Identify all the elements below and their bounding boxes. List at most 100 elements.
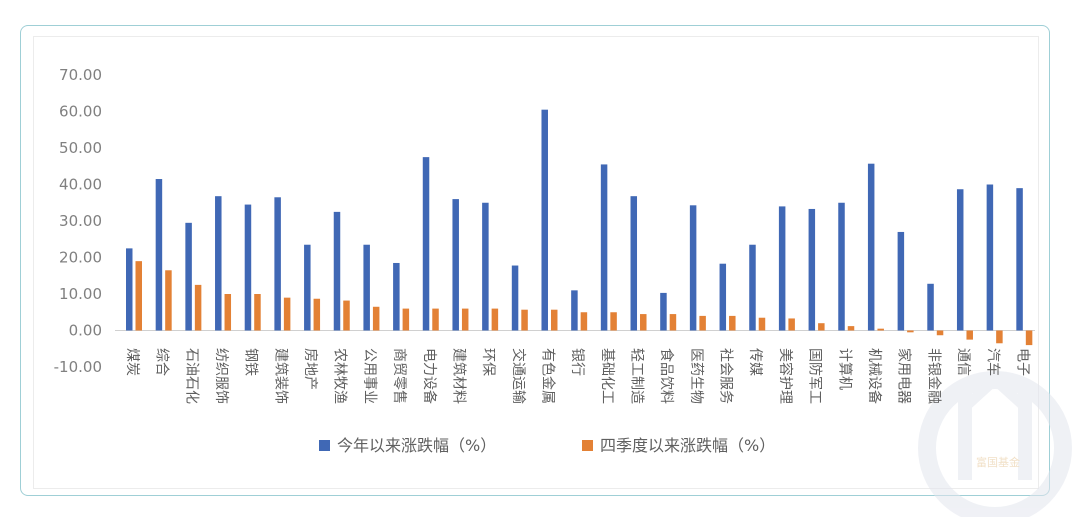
bar-q4-13 <box>521 309 528 331</box>
bar-q4-29 <box>996 330 1003 344</box>
bar-q4-11 <box>461 308 469 331</box>
category-label: 银行 <box>569 348 585 376</box>
bar-q4-2 <box>194 284 202 331</box>
category-label: 交通运输 <box>510 348 527 404</box>
bar-ytd-23 <box>808 208 816 331</box>
bar-q4-28 <box>966 330 973 340</box>
category-label: 食品饮料 <box>658 348 675 404</box>
bar-q4-24 <box>847 326 855 331</box>
bar-ytd-1 <box>155 179 163 331</box>
bar-q4-10 <box>432 308 439 331</box>
bar-q4-22 <box>788 318 795 331</box>
y-tick-label: -10.00 <box>54 358 102 376</box>
bar-q4-12 <box>491 308 499 331</box>
category-label: 电力设备 <box>421 348 438 404</box>
category-label: 轻工制造 <box>629 348 645 404</box>
bar-q4-4 <box>254 294 261 331</box>
bar-ytd-7 <box>333 211 341 331</box>
bar-ytd-27 <box>927 283 934 331</box>
bar-q4-17 <box>640 314 647 331</box>
category-label: 建筑装饰 <box>272 348 288 404</box>
bar-ytd-29 <box>986 184 994 331</box>
bar-q4-18 <box>669 314 677 331</box>
bar-ytd-22 <box>778 206 786 331</box>
bar-q4-25 <box>877 328 884 331</box>
bar-q4-5 <box>283 297 291 331</box>
category-label: 家用电器 <box>896 348 913 404</box>
bar-ytd-26 <box>897 231 905 331</box>
category-label: 农林牧渔 <box>332 348 348 404</box>
watermark-text: 富国基金 <box>976 455 1020 469</box>
y-tick-label: 30.00 <box>59 212 102 230</box>
bar-ytd-30 <box>1016 188 1023 331</box>
category-label: 电子 <box>1014 348 1030 376</box>
bar-ytd-20 <box>719 263 727 331</box>
y-tick-label: 70.00 <box>59 66 102 84</box>
bar-ytd-19 <box>689 205 697 331</box>
bar-ytd-8 <box>363 244 370 331</box>
category-label: 石油石化 <box>183 348 199 404</box>
bar-q4-23 <box>818 323 825 331</box>
bar-q4-3 <box>224 294 232 331</box>
bar-q4-1 <box>165 270 172 331</box>
bar-q4-21 <box>758 317 766 331</box>
bar-ytd-18 <box>660 292 667 331</box>
bar-ytd-9 <box>393 262 400 331</box>
legend-swatch-0 <box>319 440 330 451</box>
bar-q4-19 <box>699 315 706 331</box>
bar-q4-14 <box>550 309 558 331</box>
category-label: 非银金融 <box>925 348 941 404</box>
fuguo-fund-watermark: 富国基金 <box>918 371 1072 517</box>
bar-ytd-2 <box>185 222 192 331</box>
category-label: 传媒 <box>747 348 763 376</box>
bar-ytd-17 <box>630 196 638 331</box>
bar-q4-0 <box>135 261 142 331</box>
category-label: 基础化工 <box>599 348 616 404</box>
category-label: 煤炭 <box>124 348 140 376</box>
category-label: 环保 <box>480 348 496 376</box>
category-label: 美容护理 <box>777 348 794 404</box>
bar-ytd-16 <box>600 164 608 331</box>
bar-q4-27 <box>936 330 944 336</box>
bar-ytd-5 <box>274 197 281 331</box>
category-label: 公用事业 <box>361 348 377 404</box>
category-label: 商贸零售 <box>391 348 407 404</box>
category-label: 钢铁 <box>243 348 259 376</box>
category-label: 建筑材料 <box>450 348 466 404</box>
y-tick-label: 60.00 <box>59 103 102 121</box>
bar-q4-8 <box>372 306 380 331</box>
y-tick-label: 0.00 <box>69 322 102 340</box>
category-label: 房地产 <box>302 348 318 390</box>
bar-ytd-11 <box>452 199 459 331</box>
legend-label-0: 今年以来涨跌幅（%） <box>337 436 496 455</box>
bar-q4-16 <box>610 312 617 331</box>
bar-q4-26 <box>907 330 914 333</box>
bar-ytd-24 <box>838 202 845 331</box>
category-label: 医药生物 <box>688 348 704 404</box>
y-tick-label: 40.00 <box>59 176 102 194</box>
bar-ytd-6 <box>304 244 311 331</box>
category-label: 纺织服饰 <box>213 348 229 404</box>
bar-ytd-21 <box>749 244 756 331</box>
bar-ytd-12 <box>482 202 489 331</box>
y-tick-label: 10.00 <box>59 285 102 303</box>
legend-label-1: 四季度以来涨跌幅（%） <box>600 436 775 455</box>
bar-ytd-28 <box>956 189 964 331</box>
legend-swatch-1 <box>582 440 593 451</box>
category-label: 有色金属 <box>539 348 556 404</box>
category-label: 通信 <box>955 348 971 376</box>
bar-ytd-13 <box>511 265 519 331</box>
category-label: 社会服务 <box>718 348 734 404</box>
bar-ytd-4 <box>244 204 252 331</box>
bar-ytd-25 <box>867 163 875 331</box>
y-tick-label: 20.00 <box>59 249 102 267</box>
category-label: 汽车 <box>985 348 1002 376</box>
bar-q4-20 <box>729 315 736 331</box>
category-label: 国防军工 <box>807 348 823 404</box>
bar-q4-6 <box>313 298 321 331</box>
y-tick-label: 50.00 <box>59 139 102 157</box>
bar-q4-30 <box>1025 330 1033 346</box>
bar-q4-15 <box>580 312 588 331</box>
bar-ytd-14 <box>541 109 548 331</box>
